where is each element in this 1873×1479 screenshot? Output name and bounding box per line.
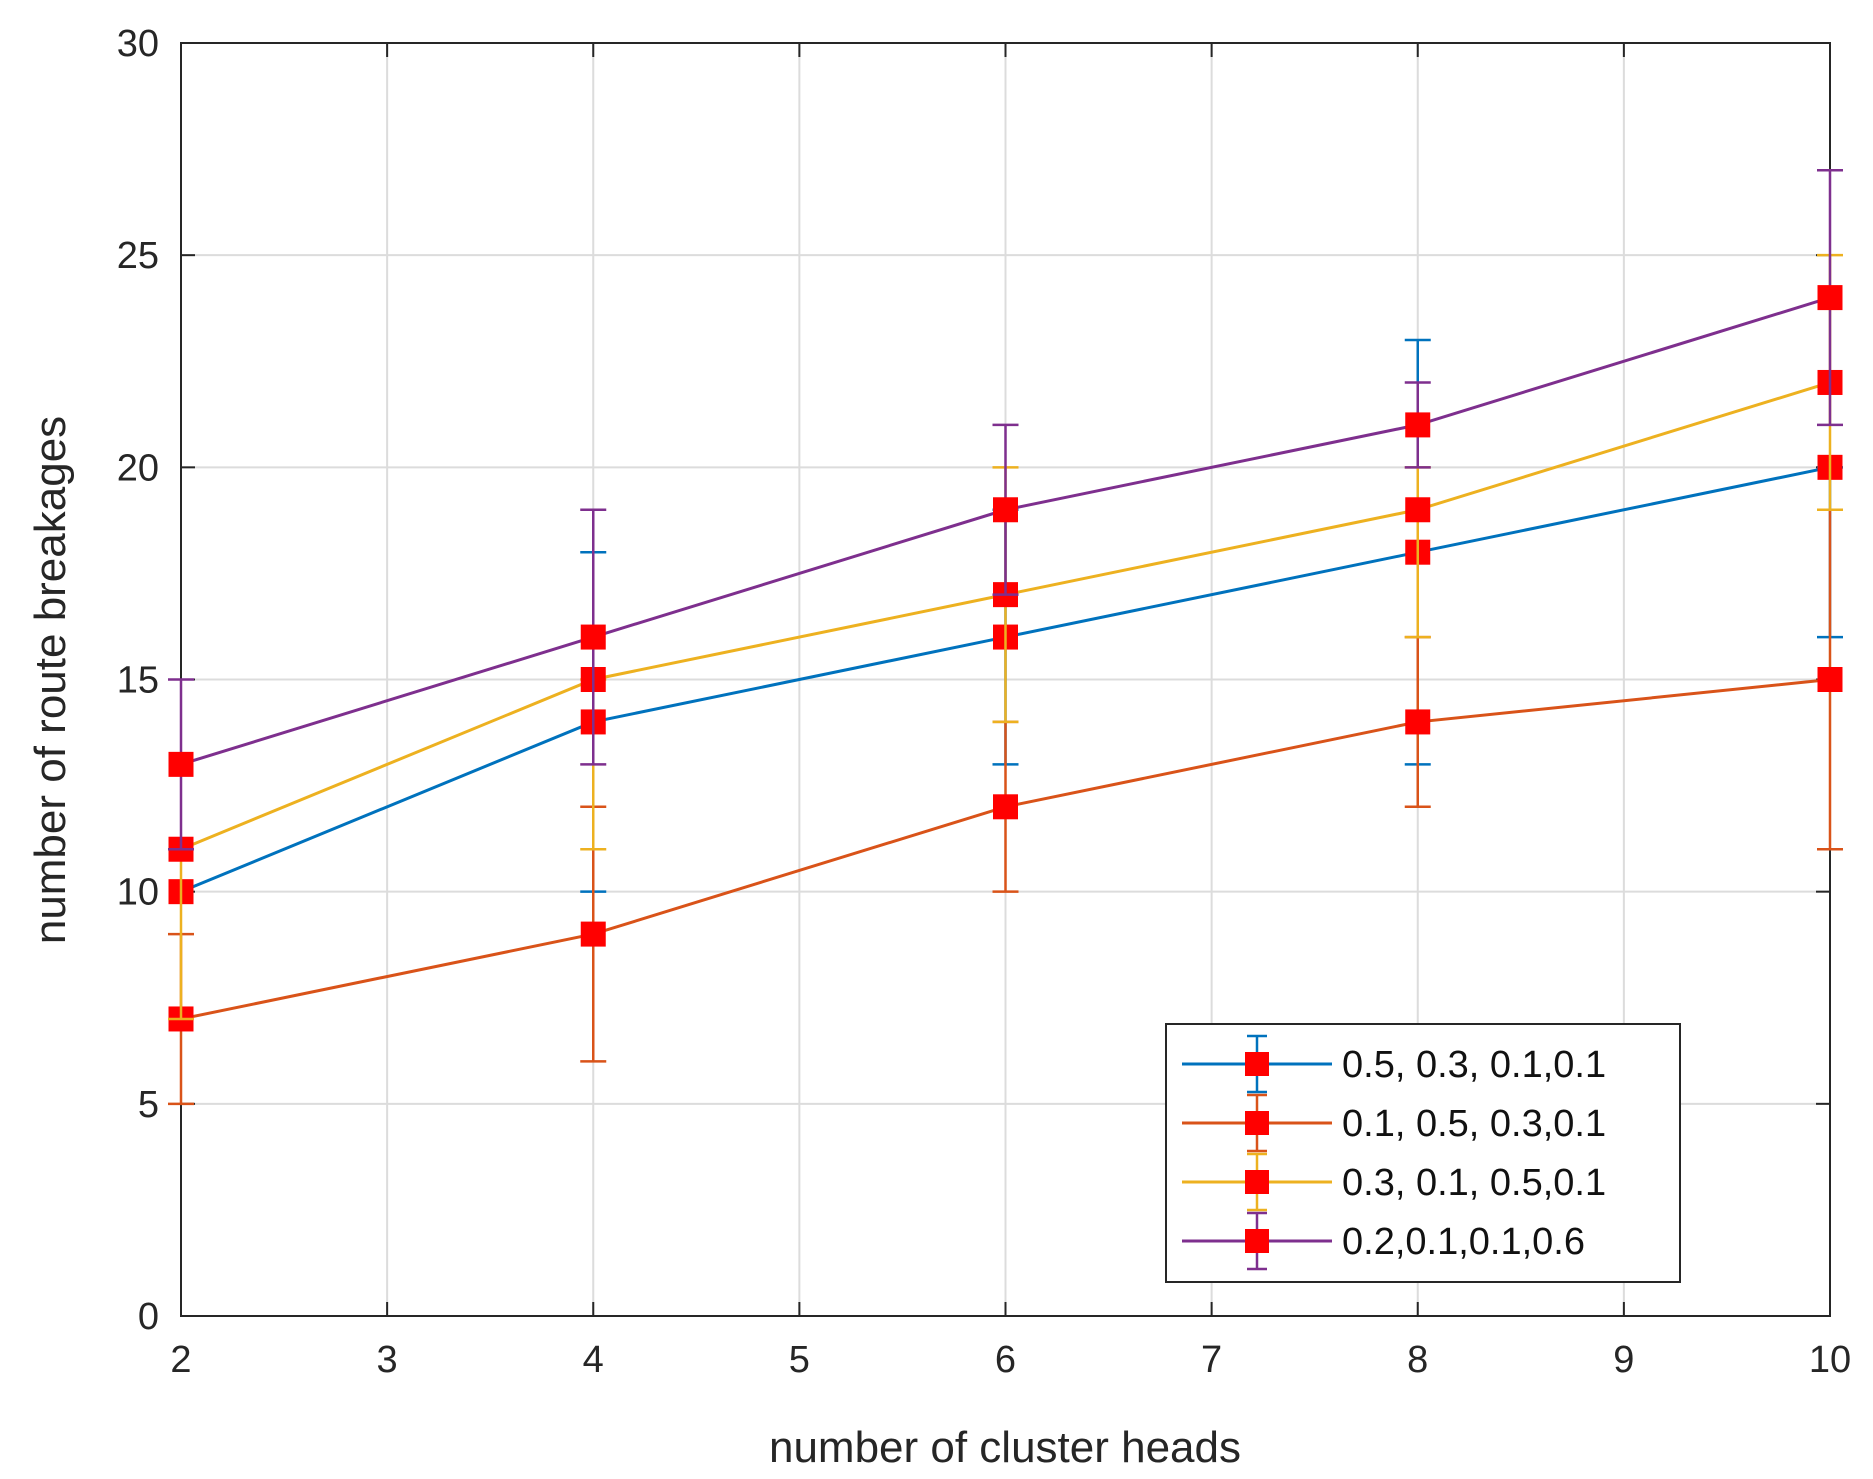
data-point-marker: [168, 751, 194, 777]
legend-marker-swatch: [1245, 1052, 1269, 1076]
legend-marker-swatch: [1245, 1111, 1269, 1135]
x-tick-label: 5: [789, 1339, 810, 1381]
y-tick-label: 0: [138, 1296, 159, 1338]
data-point-marker: [993, 794, 1018, 820]
data-point-marker: [1817, 285, 1843, 311]
data-point-marker: [1405, 497, 1431, 523]
legend-entry: 0.5, 0.3, 0.1,0.1: [1182, 1034, 1606, 1094]
y-tick-label: 20: [117, 447, 159, 489]
legend-label: 0.1, 0.5, 0.3,0.1: [1342, 1103, 1606, 1145]
data-point-marker: [1817, 667, 1843, 692]
x-tick-label: 9: [1613, 1339, 1634, 1381]
legend-label: 0.5, 0.3, 0.1,0.1: [1342, 1044, 1606, 1086]
legend: 0.5, 0.3, 0.1,0.1 0.1, 0.5, 0.3,0.1 0.3, 0…: [1165, 1023, 1681, 1283]
x-tick-label: 7: [1201, 1339, 1222, 1381]
data-point-marker: [1405, 709, 1431, 735]
x-tick-label: 4: [583, 1339, 604, 1381]
x-tick-label: 10: [1809, 1339, 1851, 1381]
y-tick-label: 15: [117, 660, 159, 702]
y-axis-label: number of route breakages: [26, 416, 75, 944]
series-layer: [168, 169, 1843, 1106]
y-tick-label: 5: [138, 1084, 159, 1126]
data-point-marker: [580, 624, 606, 650]
y-tick-label: 10: [117, 872, 159, 914]
legend-entry: 0.2,0.1,0.1,0.6: [1182, 1211, 1585, 1271]
axis-ticks: 2 3 4 5 6 7 8 9 10 0 5 10 15 20 25 30: [117, 23, 1851, 1381]
y-tick-label: 30: [117, 23, 159, 65]
legend-label: 0.3, 0.1, 0.5,0.1: [1342, 1162, 1606, 1204]
x-tick-label: 3: [377, 1339, 398, 1381]
data-point-marker: [580, 921, 606, 947]
x-tick-label: 8: [1407, 1339, 1428, 1381]
x-tick-label: 6: [995, 1339, 1016, 1381]
data-point-marker: [1405, 412, 1431, 438]
y-tick-label: 25: [117, 235, 159, 277]
legend-entry: 0.1, 0.5, 0.3,0.1: [1182, 1093, 1606, 1153]
legend-label: 0.2,0.1,0.1,0.6: [1342, 1221, 1585, 1263]
legend-marker-swatch: [1245, 1229, 1269, 1253]
x-axis-label: number of cluster heads: [769, 1423, 1241, 1472]
series-group: [168, 169, 1843, 851]
legend-entry: 0.3, 0.1, 0.5,0.1: [1182, 1152, 1606, 1212]
x-tick-label: 2: [170, 1339, 191, 1381]
data-point-marker: [993, 497, 1018, 523]
legend-marker-swatch: [1245, 1170, 1269, 1194]
